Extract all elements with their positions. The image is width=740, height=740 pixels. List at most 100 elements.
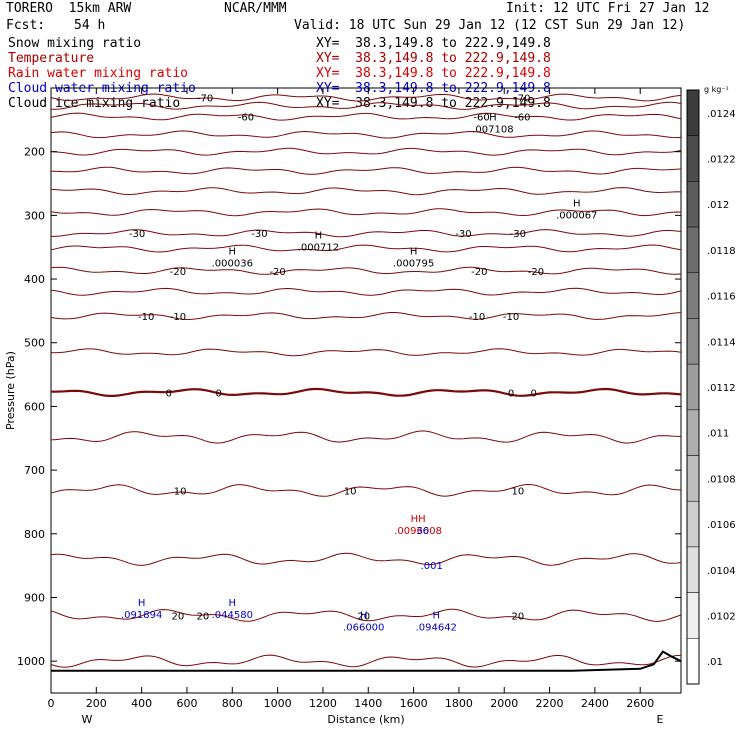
x-tick-label: 1000 — [264, 697, 292, 710]
colorbar-label: .0122 — [707, 155, 736, 166]
isotherm-label: -20 — [528, 267, 544, 278]
organization-label: NCAR/MMM — [224, 1, 287, 16]
isotherm-minus10 — [50, 312, 682, 321]
max-value: .007108 — [472, 125, 513, 136]
isotherm-label: 0 — [166, 388, 172, 399]
forecast-label: Fcst: — [6, 18, 46, 33]
forecast-hours: 54 h — [74, 18, 106, 33]
isotherm-minus20 — [50, 266, 682, 275]
isotherm-minus25 — [50, 244, 682, 253]
isotherm-minus30 — [51, 229, 682, 238]
terrain-line — [51, 650, 682, 672]
colorbar-label: .01 — [707, 657, 723, 668]
max-value: .000067 — [556, 211, 597, 222]
isotherm-label: 0 — [508, 388, 514, 399]
x-tick-label: 1200 — [309, 697, 337, 710]
colorbar-label: .0116 — [707, 292, 736, 303]
colorbar-swatch — [686, 226, 700, 274]
field-xy-temperature: XY= 38.3,149.8 to 222.9,149.8 — [316, 51, 551, 66]
isotherm-minus55 — [50, 130, 682, 139]
max-marker: H — [432, 611, 440, 622]
max-marker: H — [315, 230, 323, 241]
max-value: .044580 — [212, 610, 253, 621]
isotherm-label: 20 — [511, 611, 524, 622]
colorbar-label: .0108 — [707, 474, 736, 485]
isotherm-label: -20 — [170, 267, 186, 278]
isotherm-minus15 — [50, 287, 682, 296]
isotherm-label: -30 — [510, 229, 526, 240]
colorbar-label: .0106 — [707, 520, 736, 531]
colorbar-swatch — [686, 135, 700, 182]
x-tick-label: 1400 — [354, 697, 382, 710]
isotherm-minus35 — [50, 208, 682, 217]
max-marker: H — [138, 598, 146, 609]
isotherm-label: 10 — [174, 486, 187, 497]
isotherm-minus65 — [50, 101, 682, 110]
colorbar-label: .012 — [707, 200, 729, 211]
colorbar-label: .0102 — [707, 611, 736, 622]
colorbar-label: .011 — [707, 429, 729, 440]
y-axis-label: Pressure (hPa) — [4, 351, 17, 430]
max-value: .094642 — [416, 623, 457, 634]
colorbar-swatch — [686, 89, 700, 136]
x-tick-label: 800 — [222, 697, 243, 710]
x-tick-label: 2000 — [490, 697, 518, 710]
x-tick-label: 400 — [131, 697, 152, 710]
x-tick-label: 2200 — [536, 697, 564, 710]
y-tick-label: 200 — [24, 146, 45, 159]
colorbar-swatch — [686, 500, 700, 548]
colorbar-label: .0124 — [707, 109, 736, 120]
isotherm-label: -30 — [129, 229, 145, 240]
max-value: .000712 — [298, 242, 339, 253]
y-tick-label: 700 — [24, 464, 45, 477]
isotherm-label: -20 — [269, 267, 285, 278]
x-tick-label: 2600 — [626, 697, 654, 710]
colorbar-unit: g kg⁻¹ — [704, 85, 729, 94]
isotherm-label: 10 — [344, 486, 357, 497]
field-xy-snow: XY= 38.3,149.8 to 222.9,149.8 — [316, 36, 551, 51]
colorbar-swatch — [686, 546, 700, 593]
max-marker: H — [229, 598, 237, 609]
isotherm-label: 0 — [531, 388, 537, 399]
isotherm-minus40 — [50, 187, 682, 196]
field-name-rain: Rain water mixing ratio — [8, 66, 189, 81]
colorbar-label: .0118 — [707, 246, 736, 257]
max-marker: H — [573, 199, 581, 210]
isotherm-label: 20 — [357, 611, 370, 622]
isotherm-minus5 — [50, 348, 682, 357]
x-tick-label: 600 — [176, 697, 197, 710]
isotherm-15 — [50, 552, 682, 566]
isotherm-minus60 — [50, 112, 682, 121]
isotherm-minus50 — [50, 147, 682, 156]
isotherm-label: -10 — [138, 312, 154, 323]
isotherm-label: 20 — [196, 611, 209, 622]
colorbar-swatch — [686, 638, 700, 685]
isotherm-5 — [50, 430, 681, 444]
colorbar-swatch — [686, 363, 700, 411]
isotherm-label: -10 — [469, 312, 485, 323]
y-tick-label: 1000 — [17, 655, 45, 668]
isotherm-label: -30 — [251, 229, 267, 240]
colorbar-swatch — [686, 455, 700, 502]
x-tick-label: 0 — [48, 697, 55, 710]
isotherm-0 — [50, 387, 682, 397]
x-tick-label: 1800 — [445, 697, 473, 710]
isotherm-label: 20 — [172, 611, 185, 622]
isotherm-label: -60 — [238, 113, 254, 124]
colorbar-swatch — [686, 318, 700, 365]
isotherm-label: -20 — [471, 267, 487, 278]
max-marker: H — [410, 246, 418, 257]
isotherm-label: -60 — [473, 113, 489, 124]
x-end-label-right: E — [657, 713, 664, 726]
y-tick-label: 800 — [24, 528, 45, 541]
colorbar-swatch — [686, 409, 700, 456]
max-marker: H — [229, 246, 237, 257]
max-value: .091894 — [121, 610, 162, 621]
init-time: Init: 12 UTC Fri 27 Jan 12 — [506, 1, 710, 16]
field-name-snow: Snow mixing ratio — [8, 36, 142, 51]
field-name-cloud-water: Cloud water mixing ratio — [8, 81, 196, 96]
max-value: .001 — [421, 561, 443, 572]
colorbar-swatch — [686, 592, 700, 639]
isotherm-25 — [50, 654, 682, 668]
